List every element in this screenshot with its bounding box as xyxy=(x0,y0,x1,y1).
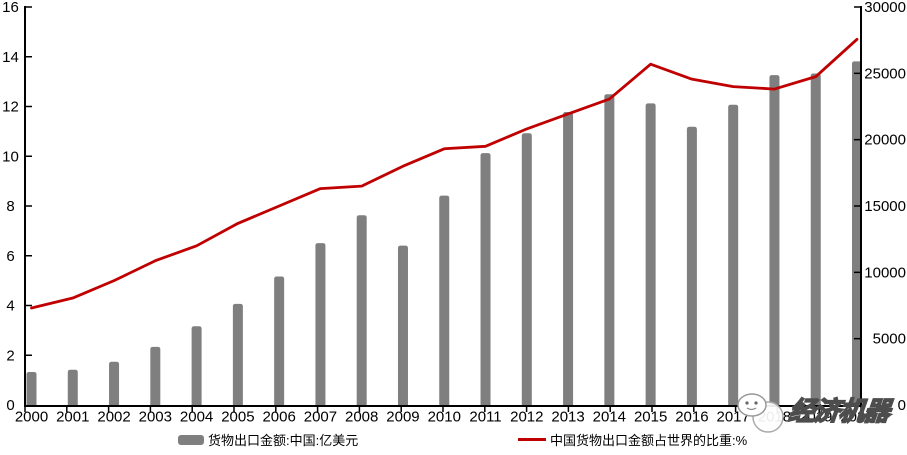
bar xyxy=(604,94,615,407)
axes xyxy=(24,6,862,407)
left-axis-tick-label: 8 xyxy=(6,198,14,215)
x-axis-year-label: 2018 xyxy=(758,409,791,426)
x-axis-year-label: 2011 xyxy=(469,409,501,426)
x-axis-year-label: 2010 xyxy=(428,409,461,426)
right-axis-tick-label: 20000 xyxy=(864,132,906,149)
x-axis-year-label: 2002 xyxy=(97,409,130,426)
line-swatch-icon xyxy=(518,438,546,441)
left-axis-tick-label: 4 xyxy=(6,298,14,315)
x-axis-year-label: 2003 xyxy=(139,409,172,426)
x-axis-year-label: 2004 xyxy=(180,409,213,426)
right-axis-tick-label: 5000 xyxy=(873,331,906,348)
bar xyxy=(274,276,285,407)
bar xyxy=(810,73,821,407)
legend-line-label: 中国货物出口金额占世界的比重:% xyxy=(550,433,748,448)
left-axis-tick-label: 10 xyxy=(2,148,19,165)
bar xyxy=(563,111,574,407)
x-axis-year-label: 2019 xyxy=(799,409,832,426)
x-axis-year-label: 2014 xyxy=(593,409,626,426)
x-axis-year-label: 2000 xyxy=(15,409,48,426)
bar xyxy=(769,75,780,407)
x-axis-year-label: 2020 xyxy=(840,409,873,426)
bar xyxy=(356,215,367,407)
bar xyxy=(232,303,243,407)
bar xyxy=(728,104,739,407)
left-axis-tick-label: 14 xyxy=(2,49,19,66)
bar xyxy=(109,361,120,407)
x-axis-year-label: 2007 xyxy=(304,409,337,426)
right-axis-tick-label: 15000 xyxy=(864,198,906,215)
x-axis-year-label: 2015 xyxy=(634,409,667,426)
x-axis-year-label: 2012 xyxy=(510,409,543,426)
bar xyxy=(480,153,491,407)
left-axis-tick-label: 6 xyxy=(6,248,14,265)
line-series xyxy=(30,37,859,310)
left-axis-tick-label: 0 xyxy=(6,397,14,414)
left-axis-tick-label: 16 xyxy=(2,0,19,16)
bar xyxy=(686,126,697,407)
bar-series xyxy=(26,61,862,407)
right-axis-tick-label: 30000 xyxy=(864,0,906,16)
legend-bar-label: 货物出口金额:中国:亿美元 xyxy=(208,433,359,448)
right-axis-tick-label: 0 xyxy=(898,397,906,414)
bar xyxy=(397,245,408,407)
x-axis-year-label: 2013 xyxy=(551,409,584,426)
left-axis-tick-label: 2 xyxy=(6,347,14,364)
bar xyxy=(439,195,450,407)
x-axis-year-label: 2001 xyxy=(56,409,89,426)
right-axis-tick-label: 10000 xyxy=(864,264,906,281)
right-axis-tick-label: 25000 xyxy=(864,65,906,82)
left-axis-tick-label: 12 xyxy=(2,99,19,116)
bar xyxy=(26,371,37,407)
bar xyxy=(191,326,202,407)
legend-item-line: 中国货物出口金额占世界的比重:% xyxy=(518,430,747,449)
x-axis-year-label: 2016 xyxy=(675,409,708,426)
bar xyxy=(645,103,656,407)
x-axis-year-label: 2005 xyxy=(221,409,254,426)
x-axis-year-label: 2009 xyxy=(386,409,419,426)
bar xyxy=(521,133,532,407)
bar xyxy=(67,369,78,407)
legend-item-bar: 货物出口金额:中国:亿美元 xyxy=(178,430,358,449)
axis-ticks xyxy=(24,6,862,412)
x-axis-year-label: 2008 xyxy=(345,409,378,426)
bar xyxy=(852,61,862,407)
bar xyxy=(315,243,326,407)
bar-swatch-icon xyxy=(178,434,204,445)
bar xyxy=(150,346,161,407)
x-axis-year-label: 2006 xyxy=(262,409,295,426)
x-axis-year-label: 2017 xyxy=(716,409,749,426)
